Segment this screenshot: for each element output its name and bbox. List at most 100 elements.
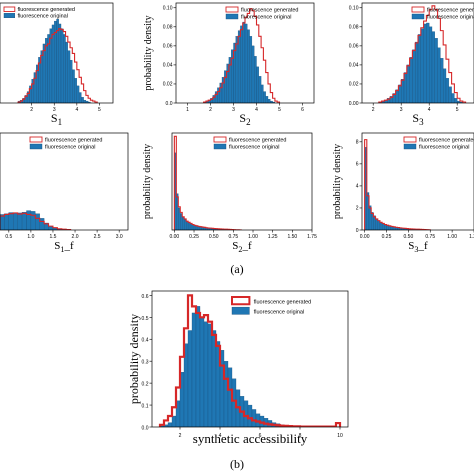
- panel-s3-f: 0.00 0.25 0.50 0.75 1.00 1.25 0 2 4 6 8 S3_f probabi…: [332, 132, 474, 254]
- x-axis-label: S3: [412, 111, 424, 127]
- legend-swatch-original: [411, 13, 425, 20]
- legend-swatch-original: [225, 13, 239, 20]
- axes-frame: [171, 132, 313, 231]
- legend-label-original: fluorescence original: [18, 13, 68, 19]
- x-axis-label: S2: [239, 111, 250, 127]
- step-generated: [0, 212, 72, 230]
- panel-s1-f: 0.5 1.0 1.5 2.0 2.5 3.0 S1_f fluorescence gener…: [0, 132, 129, 254]
- bar-original: [423, 23, 427, 103]
- axes-frame: [0, 2, 114, 104]
- x-axis-label: S3_f: [408, 240, 428, 254]
- y-tick-label: 0: [356, 228, 359, 234]
- legend-swatch-original: [213, 143, 227, 150]
- plot-area: [0, 210, 72, 230]
- y-tick-label: 0.02: [163, 82, 173, 88]
- step-generated: [378, 5, 467, 103]
- y-tick-label: 0.08: [349, 25, 359, 31]
- bar-original: [72, 69, 75, 103]
- bar-original: [251, 45, 255, 103]
- y-tick-label: 0.04: [163, 63, 173, 69]
- x-tick-label: 0.25: [189, 234, 199, 240]
- caption-b: (b): [230, 457, 244, 471]
- x-tick-label: 0.50: [209, 234, 219, 240]
- step-generated: [364, 139, 431, 230]
- panel-sa: 2 4 6 8 10 0.0 0.1 0.2 0.3 0.4 0.5 0.6 synthetic acc…: [127, 290, 349, 446]
- x-tick-label: 1.00: [248, 234, 258, 240]
- axes-frame: [361, 2, 474, 104]
- plot-area: [158, 294, 342, 427]
- step-generated: [203, 8, 281, 103]
- panel-s1: 2 3 4 5 S1 fluorescence generatedfluorescence…: [0, 2, 114, 127]
- bar-original: [242, 21, 246, 103]
- y-tick-label: 0.2: [142, 382, 149, 388]
- bar-original: [191, 312, 197, 427]
- bar-original: [415, 41, 419, 103]
- x-tick-label: 2.0: [72, 234, 79, 240]
- legend-label-generated: fluorescence generated: [419, 138, 474, 144]
- panel-s2-f: 0.00 0.25 0.50 0.75 1.00 1.25 1.50 1.75 S2_f prob…: [142, 132, 317, 254]
- x-tick-label: 1.75: [307, 234, 317, 240]
- x-tick-label: 1: [186, 107, 189, 113]
- x-axis-label: synthetic accessibility: [193, 431, 308, 446]
- x-tick-label: 1.25: [469, 234, 474, 240]
- y-tick-label: 0.04: [349, 63, 359, 69]
- bar-original: [21, 212, 27, 230]
- step-generated: [173, 135, 242, 230]
- bar-original: [203, 321, 209, 427]
- bar-original: [199, 317, 205, 427]
- x-tick-label: 0.5: [5, 234, 12, 240]
- plot-area: [378, 5, 467, 103]
- legend-swatch-generated: [213, 136, 227, 143]
- legend-swatch-generated: [411, 6, 425, 13]
- x-tick-label: 3: [53, 107, 56, 113]
- bar-original: [58, 23, 62, 103]
- bar-original: [67, 50, 71, 103]
- legend-swatch-generated: [3, 6, 16, 12]
- legend-label-original: fluorescence original: [241, 15, 291, 21]
- legend-swatch-original: [403, 143, 417, 150]
- bar-original: [207, 323, 213, 427]
- y-tick-label: 0.08: [163, 25, 173, 31]
- legend-swatch-generated: [231, 296, 251, 306]
- x-tick-label: 4: [219, 433, 222, 439]
- y-tick-label: 0.4: [142, 338, 149, 344]
- legend-swatch-original: [3, 13, 16, 19]
- bar-original: [13, 213, 18, 230]
- axes-frame: [361, 132, 474, 231]
- bar-original: [81, 97, 84, 103]
- y-tick-label: 0.5: [142, 316, 149, 322]
- bar-original: [431, 31, 435, 103]
- bar-original: [63, 34, 66, 103]
- bar-original: [240, 25, 243, 103]
- y-tick-label: 0.0: [166, 101, 173, 107]
- x-tick-label: 1.0: [27, 234, 34, 240]
- x-tick-label: 10: [337, 433, 343, 439]
- x-tick-label: 4: [255, 107, 258, 113]
- legend-label-generated: fluorescence generated: [18, 7, 75, 13]
- bar-original: [272, 101, 276, 103]
- x-tick-label: 3: [232, 107, 235, 113]
- x-tick-label: 3.0: [116, 234, 123, 240]
- caption-a: (a): [230, 262, 243, 276]
- x-tick-label: 0.50: [404, 234, 414, 240]
- bar-original: [258, 76, 262, 103]
- x-axis-label: S2_f: [232, 240, 252, 254]
- y-tick-label: 8: [356, 140, 359, 146]
- x-tick-label: 4: [428, 107, 431, 113]
- bar-original: [263, 91, 266, 103]
- bar-original: [171, 415, 177, 427]
- y-tick-label: 0.00: [349, 101, 359, 107]
- x-axis-label: S1_f: [54, 240, 74, 254]
- y-axis-label: probability density: [332, 144, 343, 219]
- bar-original: [417, 34, 421, 103]
- x-axis-label: S1: [51, 111, 62, 127]
- bar-original: [26, 210, 32, 230]
- legend-label-generated: fluorescence generated: [241, 8, 298, 14]
- x-tick-label: 5: [278, 107, 281, 113]
- axes-frame: [0, 132, 129, 231]
- x-tick-label: 6: [259, 433, 262, 439]
